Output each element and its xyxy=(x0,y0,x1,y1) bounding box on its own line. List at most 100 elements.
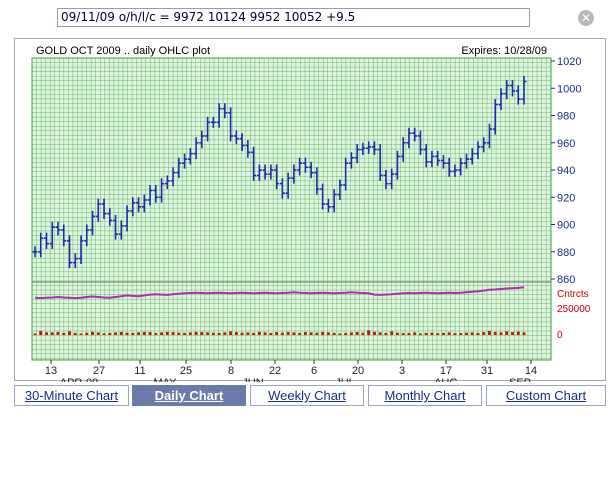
x-month-label: MAY xyxy=(153,377,177,382)
ohlc-bar xyxy=(412,127,418,142)
ohlc-bar xyxy=(130,197,136,217)
volume-bar xyxy=(390,331,394,335)
ohlc-bar xyxy=(233,130,239,145)
volume-bar xyxy=(424,332,428,335)
ohlc-bar xyxy=(297,157,303,176)
x-day-label: 27 xyxy=(93,365,105,377)
tab-30-minute-chart[interactable]: 30-Minute Chart xyxy=(14,385,129,406)
volume-bar xyxy=(73,332,77,335)
volume-bar xyxy=(349,332,353,335)
volume-bar xyxy=(464,332,468,335)
volume-bar xyxy=(246,332,250,335)
ohlc-bar xyxy=(492,99,498,135)
ohlc-bar xyxy=(435,150,441,166)
volume-bar xyxy=(171,332,175,335)
ohlc-bar xyxy=(481,137,487,153)
ohlc-bar xyxy=(509,80,515,97)
ohlc-bar xyxy=(486,123,492,149)
expiry-label: Expires: 10/28/09 xyxy=(461,45,547,57)
volume-bar xyxy=(154,332,158,335)
ohlc-bar xyxy=(331,189,337,213)
ohlc-bar xyxy=(521,75,527,105)
volume-bar xyxy=(505,331,509,335)
ohlc-bar xyxy=(147,184,153,206)
volume-bar xyxy=(522,332,526,335)
ohlc-bar xyxy=(187,148,193,165)
volume-bar xyxy=(96,332,100,335)
volume-bar xyxy=(447,332,451,335)
ohlc-bar xyxy=(377,144,383,181)
ohlc-bar xyxy=(366,141,372,154)
x-day-label: 17 xyxy=(440,365,452,377)
volume-bar xyxy=(361,332,365,335)
y-tick-label: 920 xyxy=(557,192,575,204)
volume-bar xyxy=(487,330,491,335)
chart-type-tabs: 30-Minute Chart Daily Chart Weekly Chart… xyxy=(14,385,606,407)
tab-custom-chart[interactable]: Custom Chart xyxy=(486,385,606,406)
ohlc-bar xyxy=(159,178,165,203)
volume-bar xyxy=(114,332,118,335)
volume-bar xyxy=(499,332,503,335)
ohlc-bar xyxy=(262,164,268,180)
ohlc-bar xyxy=(452,164,458,177)
ohlc-bar xyxy=(343,157,349,191)
y-tick-label: 1020 xyxy=(557,56,581,68)
volume-bar xyxy=(257,331,261,335)
ohlc-bar xyxy=(32,246,38,258)
ohlc-bar xyxy=(463,153,469,169)
ohlc-bar xyxy=(268,164,274,180)
x-day-label: 11 xyxy=(134,365,145,377)
ohlc-bar xyxy=(239,133,245,151)
volume-bar xyxy=(252,332,256,335)
volume-bar xyxy=(372,331,376,335)
volume-bar xyxy=(482,332,486,335)
volume-bar xyxy=(367,330,371,335)
volume-bar xyxy=(476,332,480,335)
ohlc-bar xyxy=(291,164,297,184)
x-month-label: JUN xyxy=(242,377,263,382)
volume-bar xyxy=(407,332,411,335)
ohlc-bar xyxy=(314,167,320,195)
ohlc-bar xyxy=(389,168,395,190)
volume-bar xyxy=(401,333,405,335)
chart-title: GOLD OCT 2009 .. daily OHLC plot xyxy=(36,45,210,57)
volume-bar xyxy=(142,331,146,335)
volume-bar xyxy=(263,332,267,335)
ohlc-bar xyxy=(274,164,280,190)
tab-monthly-chart[interactable]: Monthly Chart xyxy=(368,385,482,406)
volume-bar xyxy=(217,332,221,335)
close-circle-icon[interactable]: ✕ xyxy=(578,10,594,26)
ohlc-bar xyxy=(170,167,176,187)
volume-bar xyxy=(39,330,43,335)
open-interest-line xyxy=(34,286,525,300)
ohlc-bar xyxy=(360,142,366,156)
volume-bar xyxy=(344,332,348,335)
x-month-label: AUG xyxy=(434,377,458,382)
y-tick-label: 940 xyxy=(557,165,575,177)
x-month-label: JUL xyxy=(335,377,355,382)
ohlc-bar xyxy=(113,214,119,240)
ohlc-bar xyxy=(84,224,90,247)
x-day-label: 31 xyxy=(481,365,493,377)
volume-bar xyxy=(303,332,307,335)
ohlc-bar xyxy=(228,107,234,142)
tab-daily-chart[interactable]: Daily Chart xyxy=(132,385,246,406)
ohlc-bar xyxy=(118,220,124,240)
quote-summary: 09/11/09 o/h/l/c = 9972 10124 9952 10052… xyxy=(57,8,530,27)
volume-bar xyxy=(280,332,284,335)
volume-bar xyxy=(183,332,187,335)
volume-bar xyxy=(378,332,382,335)
x-month-label: APR-09 xyxy=(60,377,99,382)
volume-bar xyxy=(102,333,106,335)
volume-bar xyxy=(355,332,359,335)
ohlc-bar xyxy=(320,183,326,210)
volume-bar xyxy=(62,332,66,335)
tab-weekly-chart[interactable]: Weekly Chart xyxy=(250,385,364,406)
ohlc-bar xyxy=(78,235,84,265)
volume-bar xyxy=(321,331,325,335)
ohlc-bar xyxy=(400,137,406,162)
volume-bar xyxy=(436,333,440,335)
volume-bar xyxy=(309,332,313,335)
volume-bar xyxy=(298,332,302,335)
ohlc-bar xyxy=(406,127,412,149)
